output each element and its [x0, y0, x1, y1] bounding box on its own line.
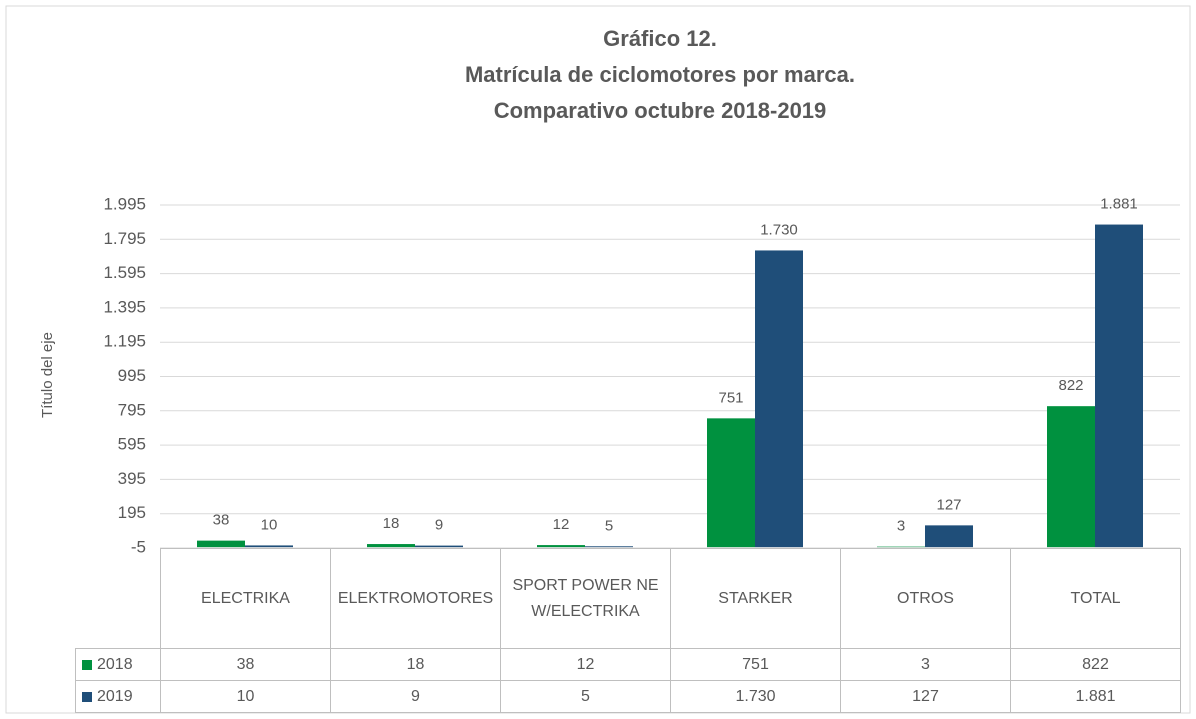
table-cell-text: 5 [581, 687, 590, 705]
table-cell: 3 [840, 648, 1011, 681]
data-label: 127 [936, 496, 961, 513]
bar [245, 545, 293, 548]
category-cell: SPORT POWER NEW/ELECTRIKA [500, 548, 671, 649]
y-tick-label: -5 [131, 537, 146, 556]
chart-subtitle: Comparativo octubre 2018-2019 [494, 98, 827, 123]
category-cell-text: SPORT POWER NEW/ELECTRIKA [512, 576, 659, 620]
table-cell-text: 1.730 [735, 687, 776, 705]
data-label: 18 [383, 515, 400, 532]
y-tick-label: 1.395 [103, 297, 146, 316]
table-cell-text: 751 [742, 655, 769, 673]
y-tick-label: 795 [118, 400, 146, 419]
category-cell-text: ELECTRIKA [201, 589, 290, 607]
table-cell-text: 9 [411, 687, 420, 705]
category-cell-text: STARKER [718, 589, 793, 607]
table-cell-text: 3 [921, 655, 930, 673]
category-cell: STARKER [670, 548, 841, 649]
y-tick-label: 1.995 [103, 194, 146, 213]
table-cell: 127 [840, 680, 1011, 713]
bar [1047, 406, 1095, 548]
data-label: 9 [435, 517, 443, 534]
category-cell: ELECTRIKA [160, 548, 331, 649]
data-label: 12 [553, 516, 570, 533]
table-cell: 18 [330, 648, 501, 681]
category-cell-text: TOTAL [1070, 589, 1121, 607]
chart-border [5, 5, 1191, 714]
y-tick-label: 395 [118, 469, 146, 488]
table-cell-text: 1.881 [1075, 687, 1116, 705]
table-cell-text: 127 [912, 687, 939, 705]
legend-label: 2019 [97, 687, 133, 705]
data-label: 751 [718, 389, 743, 406]
data-label: 10 [261, 516, 278, 533]
table-cell-text: 18 [406, 655, 425, 673]
table-cell: 822 [1010, 648, 1181, 681]
category-cell-text: OTROS [897, 589, 954, 607]
data-label: 5 [605, 517, 613, 534]
legend-key [82, 659, 92, 670]
bar [585, 546, 633, 548]
table-cell: 1.881 [1010, 680, 1181, 713]
category-cell: ELEKTROMOTORES [330, 548, 501, 649]
table-cell: 12 [500, 648, 671, 681]
y-tick-label: 1.795 [103, 229, 146, 248]
chart-subtitle: Matrícula de ciclomotores por marca. [465, 62, 855, 87]
table-cell: 9 [330, 680, 501, 713]
data-label: 1.881 [1100, 196, 1138, 213]
category-cell-text: ELEKTROMOTORES [337, 589, 494, 607]
data-label: 822 [1058, 377, 1083, 394]
legend-key [82, 691, 92, 702]
y-tick-label: 595 [118, 435, 146, 454]
bar [537, 545, 585, 548]
table-cell: 751 [670, 648, 841, 681]
y-tick-label: 195 [118, 503, 146, 522]
bar [367, 544, 415, 548]
data-label: 1.730 [760, 221, 798, 238]
y-tick-label: 1.195 [103, 332, 146, 351]
table-cell: 10 [160, 680, 331, 713]
y-tick-label: 1.595 [103, 263, 146, 282]
table-cell: 5 [500, 680, 671, 713]
y-axis-title: Título del eje [39, 332, 56, 418]
table-cell-text: 10 [236, 687, 255, 705]
bar [925, 525, 973, 548]
data-label: 38 [213, 512, 230, 529]
legend-cell: 2018 [75, 648, 161, 681]
bar [877, 546, 925, 548]
table-cell-text: 12 [576, 655, 595, 673]
table-cell: 1.730 [670, 680, 841, 713]
bar [707, 418, 755, 548]
category-cell: TOTAL [1010, 548, 1181, 649]
category-cell: OTROS [840, 548, 1011, 649]
bar [755, 250, 803, 548]
legend-label: 2018 [97, 655, 133, 673]
table-cell-text: 822 [1082, 655, 1109, 673]
legend-cell: 2019 [75, 680, 161, 713]
bar [415, 545, 463, 548]
table-cell-text: 38 [236, 655, 255, 673]
bar [1095, 224, 1143, 548]
data-label: 3 [897, 518, 905, 535]
bar [197, 540, 245, 548]
y-tick-label: 995 [118, 366, 146, 385]
chart-title: Gráfico 12. [603, 26, 717, 51]
table-cell: 38 [160, 648, 331, 681]
